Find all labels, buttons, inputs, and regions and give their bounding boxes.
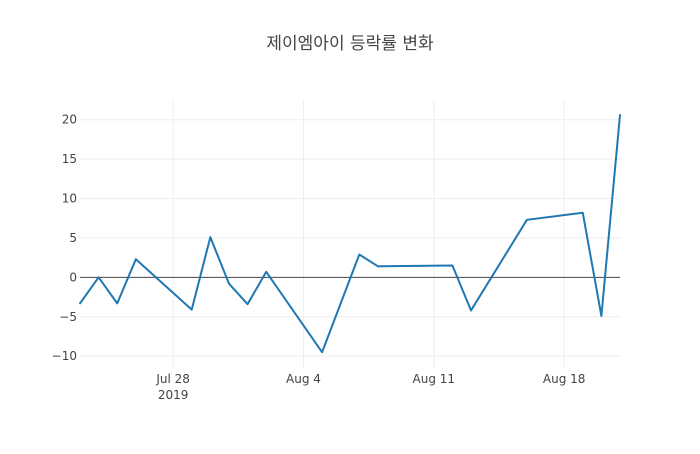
chart-title: 제이엠아이 등락률 변화 — [266, 34, 434, 54]
y-axis-ticks: 20 15 10 5 0 −5 −10 — [52, 113, 77, 363]
x-gridlines — [172, 100, 565, 368]
series-group — [79, 113, 621, 354]
y-gridlines — [80, 119, 620, 357]
y-tick-label: −10 — [52, 349, 77, 363]
y-tick-label: 10 — [62, 192, 77, 206]
x-axis-ticks: Jul 28 2019 Aug 4 Aug 11 Aug 18 — [155, 372, 585, 402]
x-tick-label: Aug 4 — [286, 372, 321, 386]
y-tick-label: 5 — [69, 231, 77, 245]
x-tick-sublabel: 2019 — [158, 388, 189, 402]
y-tick-label: 15 — [62, 152, 77, 166]
y-tick-label: 20 — [62, 113, 77, 127]
x-tick-label: Jul 28 — [155, 372, 190, 386]
y-tick-label: −5 — [59, 310, 77, 324]
x-tick-label: Aug 18 — [543, 372, 586, 386]
series-line — [79, 113, 621, 354]
y-tick-label: 0 — [69, 270, 77, 284]
x-tick-label: Aug 11 — [413, 372, 456, 386]
